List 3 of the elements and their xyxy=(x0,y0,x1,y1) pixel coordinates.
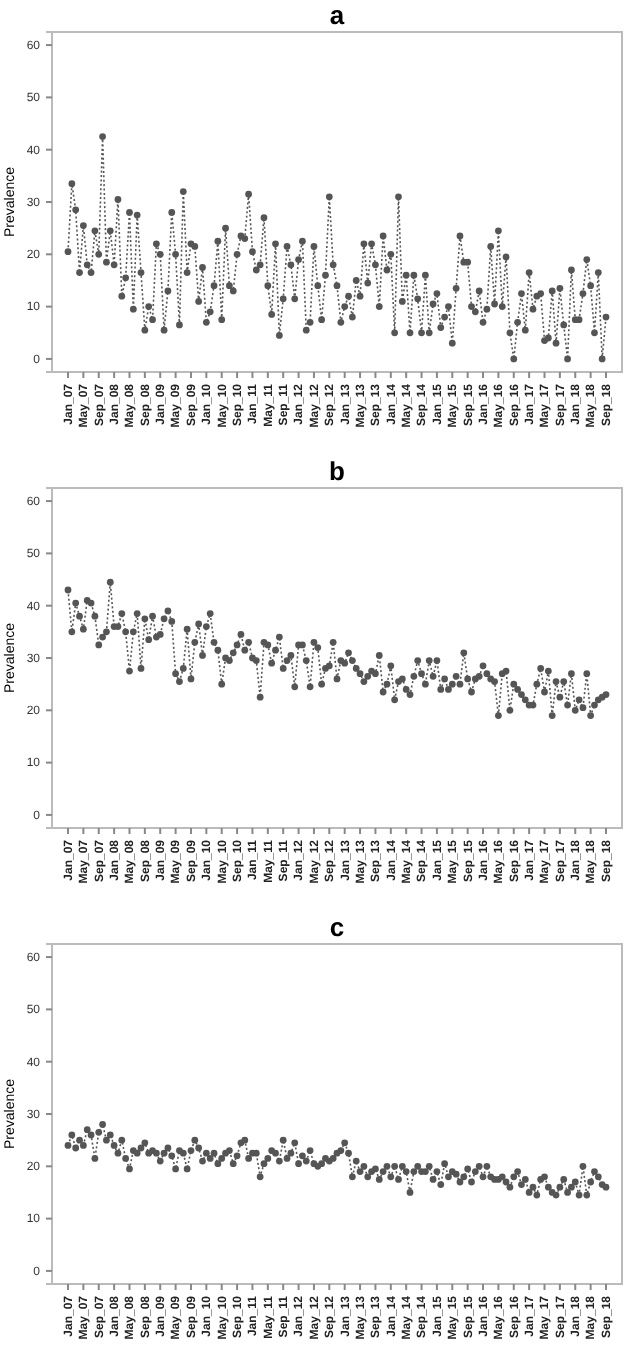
chart-title: c xyxy=(329,912,345,942)
chart-title: b xyxy=(329,456,346,486)
chart-title: a xyxy=(329,0,346,30)
